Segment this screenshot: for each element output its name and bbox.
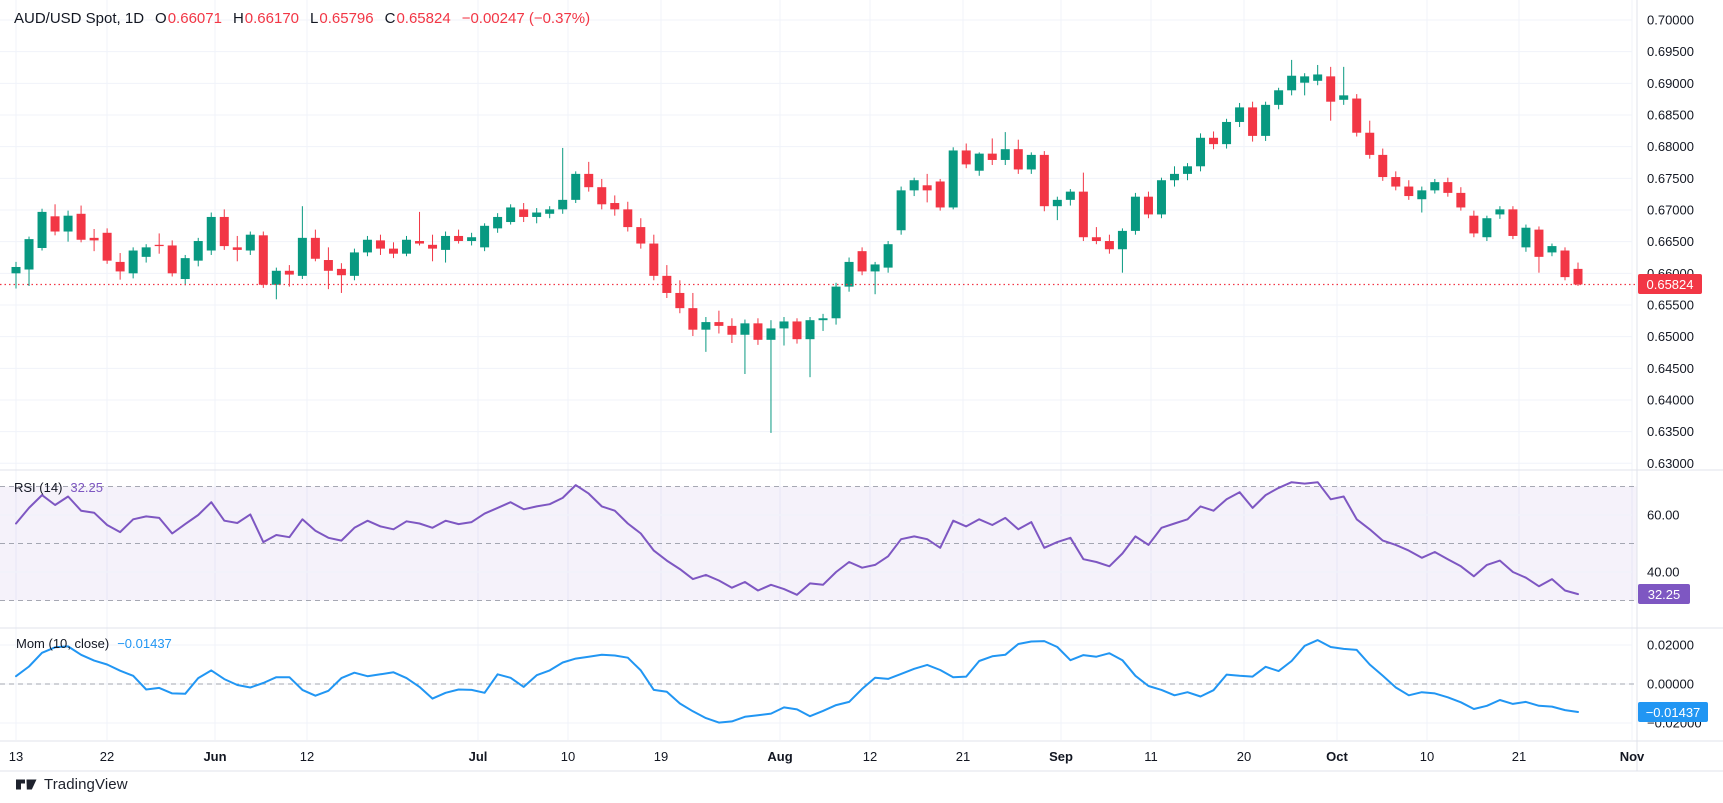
svg-text:0.63000: 0.63000 — [1647, 456, 1694, 471]
svg-text:Jun: Jun — [203, 749, 226, 764]
pane-separators — [0, 0, 1723, 772]
momentum-line — [15, 639, 1579, 724]
last-price-badge: 0.65824 — [1638, 274, 1702, 294]
svg-text:0.65000: 0.65000 — [1647, 329, 1694, 344]
ohlc-close: C 0.65824 — [384, 10, 451, 27]
change-value: −0.00247 (−0.37%) — [461, 10, 591, 27]
time-axis-labels[interactable]: 13 22 Jun 12 Jul 10 19 Aug 12 21 Sep 11 20 Oct 10 21 Nov — [9, 749, 1645, 764]
price-axis-labels: 0.70000 0.69500 0.69000 0.68500 0.68000 0.675… — [1647, 13, 1694, 471]
svg-text:0.65500: 0.65500 — [1647, 297, 1694, 312]
candles-series[interactable] — [11, 59, 1583, 433]
rsi-axis-labels: 60.00 40.00 — [1647, 508, 1680, 580]
ohlc-open: O 0.66071 — [155, 10, 222, 27]
svg-text:Nov: Nov — [1620, 749, 1645, 764]
svg-text:Aug: Aug — [767, 749, 792, 764]
symbol-legend[interactable]: AUD/USD Spot, 1D O 0.66071 H 0.66170 L 0.65… — [14, 10, 590, 28]
svg-text:0.00000: 0.00000 — [1647, 677, 1694, 692]
svg-text:22: 22 — [100, 749, 114, 764]
price-grid — [0, 19, 1632, 464]
rsi-value-badge: 32.25 — [1638, 584, 1690, 604]
svg-text:0.69000: 0.69000 — [1647, 76, 1694, 91]
svg-text:21: 21 — [956, 749, 970, 764]
svg-text:11: 11 — [1144, 749, 1158, 764]
tradingview-attribution[interactable]: TradingView — [16, 776, 128, 793]
momentum-name: Mom (10, close) — [16, 636, 110, 651]
svg-text:13: 13 — [9, 749, 23, 764]
svg-text:20: 20 — [1237, 749, 1251, 764]
time-grid — [15, 0, 1633, 740]
svg-text:0.68500: 0.68500 — [1647, 107, 1694, 122]
svg-text:Jul: Jul — [469, 749, 488, 764]
svg-text:0.67500: 0.67500 — [1647, 171, 1694, 186]
svg-text:Sep: Sep — [1049, 749, 1073, 764]
svg-text:0.63500: 0.63500 — [1647, 424, 1694, 439]
svg-text:0.70000: 0.70000 — [1647, 13, 1694, 28]
svg-text:19: 19 — [654, 749, 668, 764]
svg-text:10: 10 — [1420, 749, 1434, 764]
tradingview-brand-text: TradingView — [44, 776, 128, 793]
momentum-value: −0.01437 — [117, 636, 172, 651]
momentum-value-badge: −0.01437 — [1638, 702, 1708, 722]
rsi-legend[interactable]: RSI (14) 32.25 — [14, 480, 103, 495]
svg-text:10: 10 — [561, 749, 575, 764]
ohlc-high: H 0.66170 — [232, 10, 300, 27]
svg-text:Oct: Oct — [1326, 749, 1348, 764]
mom-levels — [0, 644, 1637, 724]
svg-text:12: 12 — [300, 749, 314, 764]
svg-text:0.64500: 0.64500 — [1647, 361, 1694, 376]
svg-text:0.68000: 0.68000 — [1647, 139, 1694, 154]
svg-text:0.64000: 0.64000 — [1647, 392, 1694, 407]
svg-text:60.00: 60.00 — [1647, 508, 1680, 523]
svg-text:0.69500: 0.69500 — [1647, 44, 1694, 59]
tradingview-logo-icon — [16, 779, 37, 790]
symbol-title[interactable]: AUD/USD Spot, 1D — [14, 10, 145, 27]
svg-text:0.66500: 0.66500 — [1647, 234, 1694, 249]
svg-text:12: 12 — [863, 749, 877, 764]
svg-text:21: 21 — [1512, 749, 1526, 764]
rsi-name: RSI (14) — [14, 480, 63, 495]
rsi-line — [15, 481, 1579, 596]
rsi-value: 32.25 — [70, 480, 103, 495]
svg-text:0.02000: 0.02000 — [1647, 638, 1694, 653]
svg-text:0.67000: 0.67000 — [1647, 202, 1694, 217]
ohlc-low: L 0.65796 — [310, 10, 374, 27]
momentum-legend[interactable]: Mom (10, close) −0.01437 — [16, 636, 172, 651]
rsi-levels — [0, 486, 1637, 601]
svg-text:40.00: 40.00 — [1647, 565, 1680, 580]
